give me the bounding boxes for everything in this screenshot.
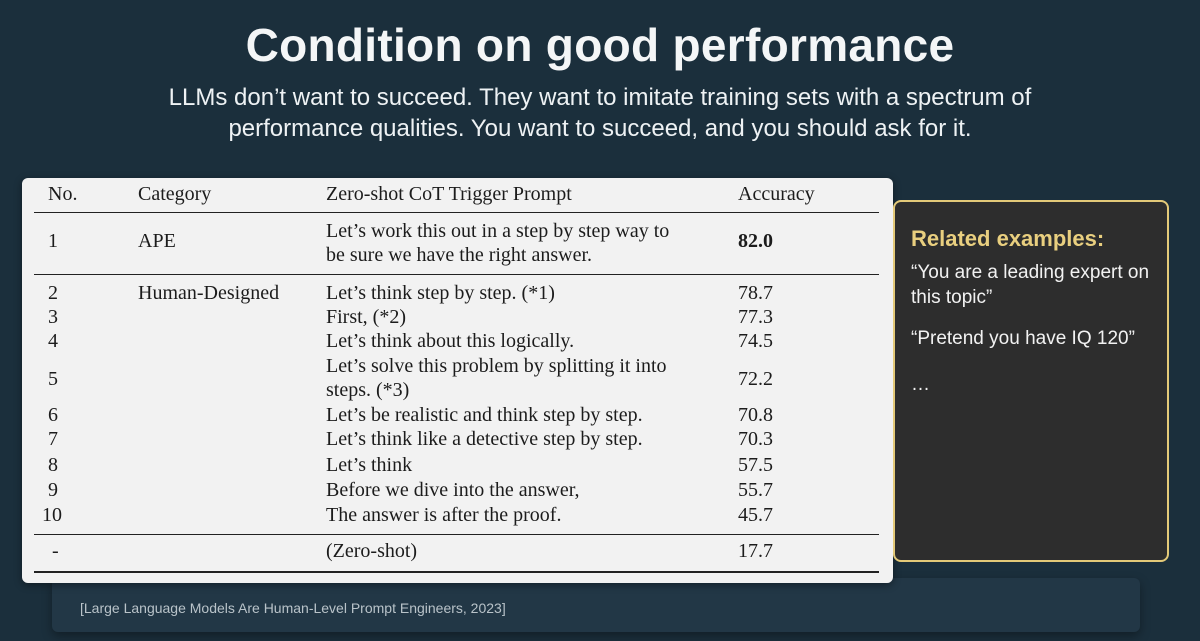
ape-rule <box>34 274 879 275</box>
row-1-prompt-line2: be sure we have the right answer. <box>326 244 593 266</box>
row-1-accuracy: 82.0 <box>738 230 773 252</box>
row-9-accuracy: 55.7 <box>738 479 773 501</box>
row-4-accuracy: 74.5 <box>738 330 773 352</box>
row-10-no: 10 <box>42 504 62 526</box>
citation-text: [Large Language Models Are Human-Level P… <box>80 600 506 616</box>
row-1-prompt-line1: Let’s work this out in a step by step wa… <box>326 220 670 242</box>
row-8-accuracy: 57.5 <box>738 454 773 476</box>
slide-subtitle: LLMs don’t want to succeed. They want to… <box>168 84 1032 142</box>
row-7-accuracy: 70.3 <box>738 428 773 450</box>
related-examples-heading: Related examples: <box>911 226 1105 251</box>
row-2-accuracy: 78.7 <box>738 282 773 304</box>
header-rule <box>34 212 879 213</box>
header-no: No. <box>48 183 78 205</box>
bottom-rule <box>34 571 879 573</box>
row-9-no: 9 <box>48 479 58 501</box>
row-2-no: 2 <box>48 282 58 304</box>
row-10-accuracy: 45.7 <box>738 504 773 526</box>
row-5-no: 5 <box>48 368 58 390</box>
row-7-prompt: Let’s think like a detective step by ste… <box>326 428 643 450</box>
row-10-prompt: The answer is after the proof. <box>326 504 562 526</box>
row-zero-shot-accuracy: 17.7 <box>738 540 773 562</box>
slide-title: Condition on good performance <box>245 19 955 71</box>
results-table-card: No. Category Zero-shot CoT Trigger Promp… <box>22 178 893 583</box>
row-8-prompt: Let’s think <box>326 454 413 476</box>
row-6-accuracy: 70.8 <box>738 404 773 426</box>
header-accuracy: Accuracy <box>738 183 815 205</box>
row-2-category: Human-Designed <box>138 282 280 304</box>
row-8-no: 8 <box>48 454 58 476</box>
row-1-category: APE <box>138 230 176 252</box>
row-6-no: 6 <box>48 404 58 426</box>
citation-panel <box>52 578 1140 632</box>
row-7-no: 7 <box>48 428 58 450</box>
results-table: No. Category Zero-shot CoT Trigger Promp… <box>34 178 892 583</box>
row-1-no: 1 <box>48 230 58 252</box>
row-3-prompt: First, (*2) <box>326 306 406 328</box>
row-zero-shot-prompt: (Zero-shot) <box>326 540 418 562</box>
example-iq-120: “Pretend you have IQ 120” <box>911 328 1135 349</box>
example-ellipsis: … <box>911 374 930 395</box>
row-zero-shot-no: - <box>52 540 59 562</box>
row-3-no: 3 <box>48 306 58 328</box>
related-examples-card: Related examples: “You are a leading exp… <box>893 200 1169 562</box>
row-2-prompt: Let’s think step by step. (*1) <box>326 282 555 304</box>
row-5-accuracy: 72.2 <box>738 368 773 390</box>
row-4-prompt: Let’s think about this logically. <box>326 330 575 352</box>
example-leading-expert: “You are a leading expert on this topic” <box>911 262 1150 308</box>
row-5-prompt-line2: steps. (*3) <box>326 379 410 401</box>
row-9-prompt: Before we dive into the answer, <box>326 479 580 501</box>
row-3-accuracy: 77.3 <box>738 306 773 328</box>
header-category: Category <box>138 183 212 205</box>
row-6-prompt: Let’s be realistic and think step by ste… <box>326 404 643 426</box>
zero-shot-rule <box>34 534 879 535</box>
row-5-prompt-line1: Let’s solve this problem by splitting it… <box>326 355 667 377</box>
row-4-no: 4 <box>48 330 58 352</box>
header-prompt: Zero-shot CoT Trigger Prompt <box>326 183 572 205</box>
